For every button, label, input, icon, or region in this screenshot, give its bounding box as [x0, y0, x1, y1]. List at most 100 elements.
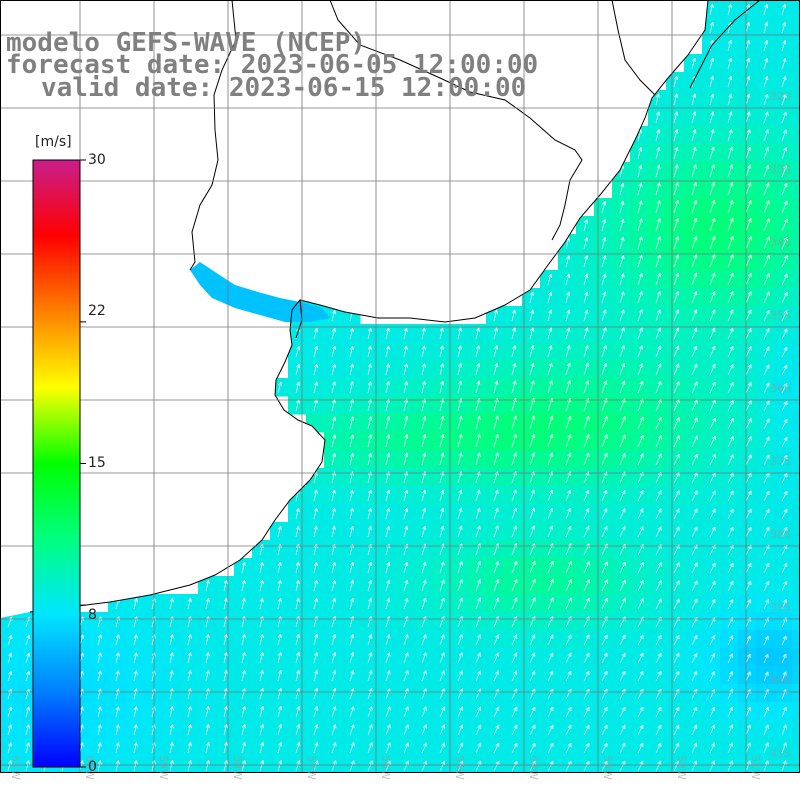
wind-arrow	[565, 255, 571, 268]
wind-speed-cell	[666, 648, 685, 667]
wind-speed-cell	[612, 306, 631, 325]
wind-speed-cell	[738, 612, 757, 631]
wind-arrow	[493, 415, 499, 430]
wind-speed-cell	[720, 162, 739, 181]
wind-speed-cell	[666, 468, 685, 487]
wind-arrow	[709, 598, 716, 610]
wind-speed-cell	[450, 630, 469, 649]
wind-arrow	[619, 200, 625, 214]
wind-arrow	[421, 724, 427, 736]
longitude-label: 54W	[527, 755, 540, 780]
wind-speed-cell	[630, 234, 649, 253]
wind-arrow	[493, 489, 499, 502]
coastline	[611, 0, 656, 96]
wind-speed-cell	[756, 54, 775, 73]
wind-speed-cell	[558, 594, 577, 613]
wind-arrow	[709, 562, 716, 574]
wind-speed-cell	[702, 288, 721, 307]
wind-speed-cell	[450, 648, 469, 667]
wind-speed-cell	[558, 522, 577, 541]
wind-arrow	[457, 615, 463, 628]
wind-arrow	[547, 433, 554, 448]
wind-speed-cell	[648, 576, 667, 595]
wind-arrow	[619, 327, 625, 340]
wind-arrow	[709, 327, 716, 340]
wind-arrow	[169, 760, 174, 772]
wind-speed-cell	[414, 558, 433, 577]
wind-speed-cell	[342, 648, 361, 667]
wind-arrow	[349, 363, 354, 376]
wind-arrow	[439, 579, 445, 592]
wind-speed-cell	[666, 252, 685, 271]
wind-arrow	[601, 380, 608, 394]
wind-arrow	[367, 507, 372, 520]
wind-speed-cell	[666, 630, 685, 649]
wind-speed-cell	[738, 684, 757, 703]
wind-speed-cell	[504, 666, 523, 685]
wind-arrow	[367, 634, 373, 646]
wind-speed-cell	[324, 648, 343, 667]
wind-arrow	[313, 688, 319, 700]
wind-arrow	[619, 561, 626, 574]
wind-arrow	[709, 526, 716, 538]
wind-arrow	[745, 526, 752, 538]
wind-arrow	[637, 634, 644, 646]
wind-arrow	[691, 580, 698, 592]
wind-arrow	[205, 706, 210, 718]
wind-arrow	[97, 652, 102, 664]
wind-arrow	[223, 579, 228, 592]
wind-speed-cell	[666, 414, 685, 433]
wind-arrow	[583, 742, 590, 754]
wind-speed-cell	[558, 324, 577, 343]
wind-arrow	[529, 560, 536, 574]
wind-speed-cell	[792, 180, 800, 199]
wind-arrow	[403, 742, 409, 754]
wind-arrow	[133, 598, 138, 610]
colorbar-gradient	[32, 159, 81, 768]
wind-speed-cell	[504, 648, 523, 667]
wind-speed-cell	[720, 450, 739, 469]
wind-speed-cell	[504, 594, 523, 613]
wind-speed-cell	[792, 0, 800, 19]
wind-arrow	[745, 200, 752, 214]
wind-arrow	[547, 525, 554, 538]
wind-speed-cell	[378, 630, 397, 649]
wind-arrow	[457, 742, 464, 754]
wind-arrow	[781, 580, 788, 592]
wind-speed-cell	[522, 684, 541, 703]
wind-speed-cell	[702, 666, 721, 685]
wind-speed-cell	[774, 180, 793, 199]
wind-arrow	[673, 182, 679, 196]
wind-arrow	[763, 273, 770, 286]
wind-arrow	[745, 382, 752, 394]
wind-arrow	[367, 525, 372, 538]
wind-arrow	[691, 254, 698, 268]
wind-speed-cell	[720, 594, 739, 613]
wind-arrow	[745, 760, 751, 772]
wind-arrow	[511, 489, 517, 502]
wind-speed-cell	[774, 342, 793, 361]
wind-speed-cell	[630, 702, 649, 721]
wind-arrow	[763, 742, 769, 754]
wind-arrow	[421, 670, 427, 682]
wind-speed-cell	[792, 630, 800, 649]
wind-arrow	[691, 508, 698, 520]
wind-arrow	[709, 381, 716, 394]
wind-arrow	[223, 688, 228, 700]
wind-arrow	[727, 580, 734, 592]
wind-speed-cell	[432, 504, 451, 523]
wind-speed-cell	[774, 360, 793, 379]
wind-arrow	[781, 689, 787, 700]
wind-arrow	[529, 615, 536, 628]
wind-arrow	[565, 489, 572, 502]
wind-speed-cell	[648, 252, 667, 271]
wind-speed-cell	[522, 720, 541, 739]
wind-arrow	[781, 562, 788, 574]
wind-speed-cell	[576, 522, 595, 541]
wind-arrow	[565, 291, 571, 304]
wind-arrow	[691, 417, 698, 430]
wind-speed-cell	[792, 144, 800, 163]
wind-arrow	[601, 760, 608, 772]
wind-speed-cell	[720, 612, 739, 631]
wind-speed-cell	[576, 342, 595, 361]
